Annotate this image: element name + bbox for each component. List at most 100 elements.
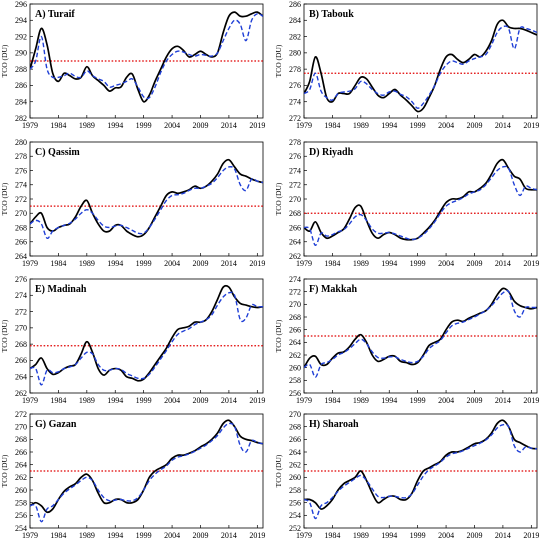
y-tick-label: 262 [289, 351, 301, 360]
panel-title: B) Tabouk [309, 9, 354, 20]
x-tick-label: 2009 [192, 531, 208, 540]
y-tick-label: 264 [15, 252, 27, 261]
x-tick-label: 1984 [324, 121, 340, 130]
y-axis-label: TCO (DU) [274, 454, 283, 487]
y-tick-label: 266 [289, 223, 301, 232]
x-tick-label: 2004 [164, 121, 180, 130]
x-tick-label: 1994 [107, 121, 123, 130]
x-tick-label: 1989 [79, 531, 95, 540]
panel-3: 264 266 268 270 272 274 276 278 280 1979 1984 1989 1… [0, 138, 265, 268]
y-tick-label: 270 [289, 410, 301, 419]
x-tick-label: 2009 [192, 396, 208, 405]
x-tick-label: 2014 [495, 121, 511, 130]
y-tick-label: 272 [15, 195, 27, 204]
x-tick-label: 1989 [79, 259, 95, 268]
y-tick-label: 274 [15, 291, 27, 300]
y-tick-label: 274 [289, 166, 301, 175]
y-tick-label: 268 [15, 340, 27, 349]
y-tick-label: 258 [15, 498, 27, 507]
panel-4: 262 264 266 268 270 272 274 276 278 1979 1984 1989 1… [274, 138, 539, 268]
x-tick-label: 1979 [296, 259, 312, 268]
y-tick-label: 270 [289, 195, 301, 204]
y-axis-label: TCO (DU) [0, 319, 9, 352]
y-tick-label: 258 [289, 376, 301, 385]
x-tick-label: 1984 [50, 396, 66, 405]
x-tick-label: 1984 [324, 396, 340, 405]
y-tick-label: 262 [289, 252, 301, 261]
y-tick-label: 284 [289, 16, 301, 25]
y-tick-label: 264 [289, 238, 301, 247]
x-tick-label: 1989 [353, 531, 369, 540]
y-tick-label: 258 [289, 486, 301, 495]
y-tick-label: 282 [15, 114, 27, 123]
x-tick-label: 1979 [22, 121, 38, 130]
x-tick-label: 2004 [438, 396, 454, 405]
x-tick-label: 1994 [107, 396, 123, 405]
x-tick-label: 2019 [523, 259, 539, 268]
series-line-black [304, 158, 537, 241]
x-tick-label: 2019 [249, 121, 265, 130]
y-tick-label: 288 [15, 65, 27, 74]
y-tick-label: 262 [15, 473, 27, 482]
x-tick-label: 1994 [381, 396, 397, 405]
panel-8: 252 254 256 258 260 262 264 266 268 270 1979 1984 19… [274, 410, 539, 540]
y-axis-label: TCO (DU) [0, 454, 9, 487]
x-tick-label: 2014 [495, 396, 511, 405]
y-tick-label: 262 [15, 389, 27, 398]
x-tick-label: 1994 [107, 259, 123, 268]
x-tick-label: 2019 [523, 396, 539, 405]
y-axis-label: TCO (DU) [0, 44, 9, 77]
x-tick-label: 2004 [164, 531, 180, 540]
y-tick-label: 296 [15, 0, 27, 9]
y-tick-label: 292 [15, 32, 27, 41]
y-tick-label: 262 [289, 460, 301, 469]
y-tick-label: 278 [289, 138, 301, 147]
x-tick-label: 1989 [79, 396, 95, 405]
y-tick-label: 272 [289, 114, 301, 123]
y-tick-label: 264 [289, 338, 301, 347]
y-tick-label: 268 [15, 435, 27, 444]
x-tick-label: 1979 [22, 259, 38, 268]
x-tick-label: 2014 [221, 121, 237, 130]
x-tick-label: 1989 [353, 121, 369, 130]
x-tick-label: 2019 [523, 121, 539, 130]
y-tick-label: 278 [15, 152, 27, 161]
y-tick-label: 294 [15, 16, 27, 25]
x-tick-label: 2019 [249, 259, 265, 268]
y-tick-label: 260 [289, 473, 301, 482]
x-tick-label: 2009 [466, 396, 482, 405]
x-tick-label: 1994 [107, 531, 123, 540]
x-tick-label: 2014 [221, 396, 237, 405]
y-tick-label: 270 [15, 324, 27, 333]
series-line-black [304, 287, 537, 369]
x-tick-label: 1999 [410, 121, 426, 130]
panel-title: C) Qassim [35, 147, 80, 158]
x-tick-label: 1979 [296, 396, 312, 405]
series-line-blue-dashed [30, 422, 263, 523]
x-tick-label: 1999 [136, 531, 152, 540]
series-line-black [30, 419, 263, 514]
x-tick-label: 2009 [466, 121, 482, 130]
x-tick-label: 1984 [324, 259, 340, 268]
plot-frame [303, 3, 538, 119]
x-tick-label: 2004 [438, 531, 454, 540]
y-tick-label: 284 [15, 98, 27, 107]
y-tick-label: 290 [15, 49, 27, 58]
y-axis-label: TCO (DU) [274, 44, 283, 77]
y-tick-label: 280 [15, 138, 27, 147]
x-tick-label: 2009 [192, 259, 208, 268]
y-tick-label: 266 [289, 435, 301, 444]
series-line-blue-dashed [304, 25, 537, 109]
y-tick-label: 266 [289, 325, 301, 334]
y-tick-label: 276 [289, 152, 301, 161]
y-tick-label: 286 [15, 81, 27, 90]
x-tick-label: 1984 [324, 531, 340, 540]
y-tick-label: 274 [15, 181, 27, 190]
y-tick-label: 256 [15, 511, 27, 520]
x-tick-label: 1999 [136, 396, 152, 405]
panel-5: 262 264 266 268 270 272 274 276 1979 1984 1989 1994… [0, 275, 265, 405]
y-tick-label: 276 [289, 81, 301, 90]
x-tick-label: 1994 [381, 259, 397, 268]
x-tick-label: 1984 [50, 121, 66, 130]
